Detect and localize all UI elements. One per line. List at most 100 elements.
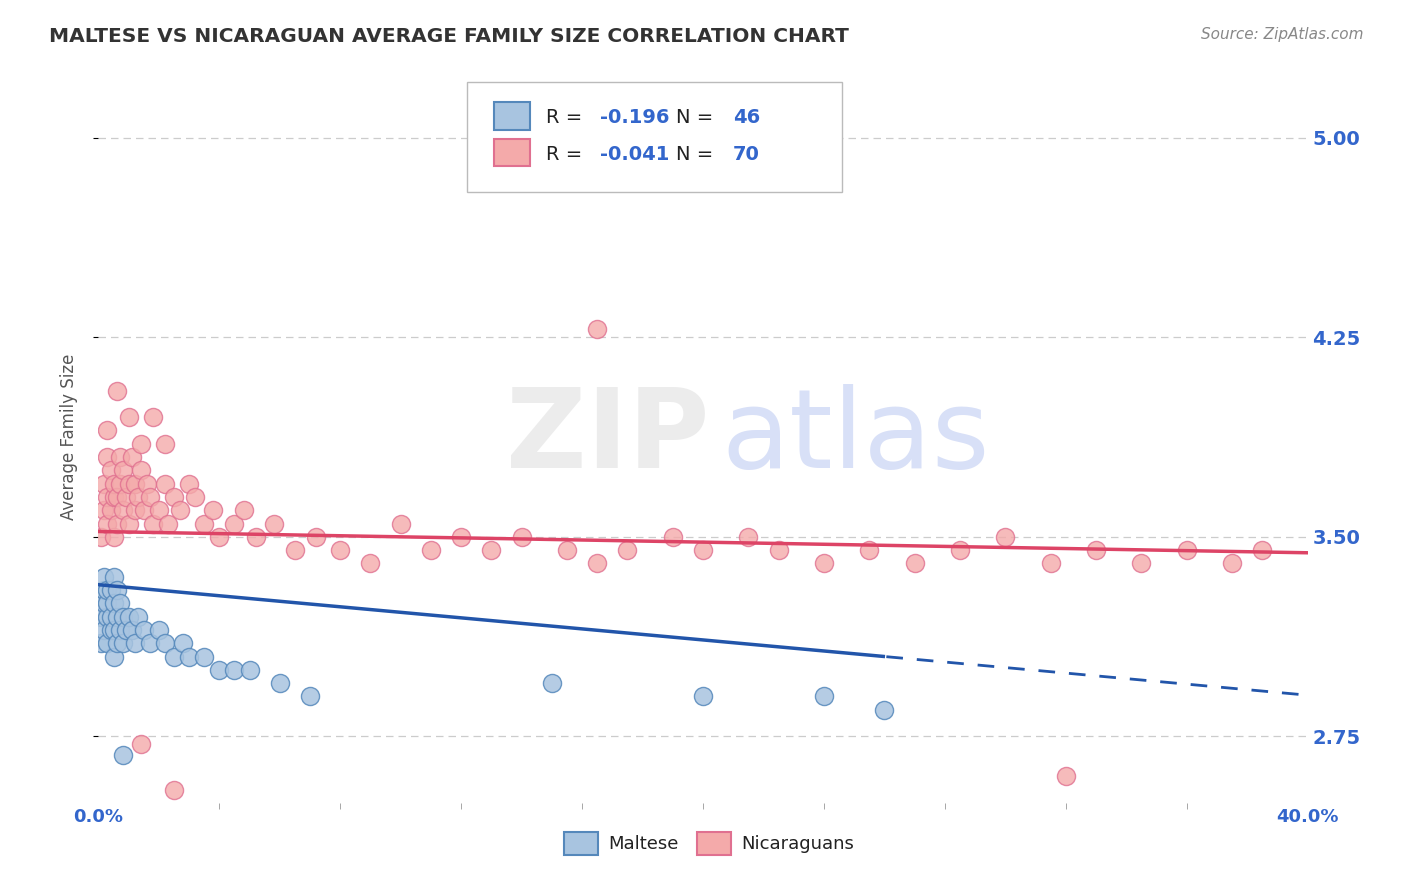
- Point: [263, 516, 285, 531]
- FancyBboxPatch shape: [494, 138, 530, 167]
- Point: [129, 737, 152, 751]
- FancyBboxPatch shape: [467, 82, 842, 192]
- Point: [96, 424, 118, 438]
- Text: ZIP: ZIP: [506, 384, 709, 491]
- Point: [148, 623, 170, 637]
- Point: [103, 649, 125, 664]
- Point: [239, 663, 262, 677]
- Point: [100, 609, 122, 624]
- Point: [904, 557, 927, 571]
- Point: [153, 636, 176, 650]
- Point: [108, 596, 131, 610]
- Point: [127, 490, 149, 504]
- FancyBboxPatch shape: [564, 832, 598, 855]
- Point: [481, 543, 503, 558]
- Point: [118, 516, 141, 531]
- Point: [90, 636, 112, 650]
- Point: [105, 490, 128, 504]
- Text: atlas: atlas: [721, 384, 990, 491]
- Point: [179, 649, 201, 664]
- Point: [103, 570, 125, 584]
- Point: [153, 436, 176, 450]
- Point: [96, 636, 118, 650]
- Point: [121, 623, 143, 637]
- Point: [586, 322, 609, 336]
- Point: [111, 747, 134, 762]
- Point: [1175, 543, 1198, 558]
- Point: [100, 503, 122, 517]
- Point: [129, 463, 152, 477]
- Text: MALTESE VS NICARAGUAN AVERAGE FAMILY SIZE CORRELATION CHART: MALTESE VS NICARAGUAN AVERAGE FAMILY SIZ…: [49, 27, 849, 45]
- Point: [148, 503, 170, 517]
- Point: [1054, 769, 1077, 783]
- Point: [269, 676, 291, 690]
- Point: [873, 703, 896, 717]
- Point: [172, 636, 194, 650]
- Point: [105, 609, 128, 624]
- Point: [103, 530, 125, 544]
- Point: [124, 476, 146, 491]
- Point: [208, 530, 231, 544]
- Point: [121, 450, 143, 464]
- Point: [96, 516, 118, 531]
- Point: [139, 636, 162, 650]
- Point: [163, 649, 186, 664]
- Point: [103, 476, 125, 491]
- Point: [127, 609, 149, 624]
- Point: [118, 410, 141, 425]
- Point: [232, 503, 254, 517]
- Text: R =: R =: [546, 108, 588, 127]
- Point: [103, 596, 125, 610]
- Point: [139, 490, 162, 504]
- Text: N =: N =: [676, 108, 720, 127]
- Point: [100, 623, 122, 637]
- Point: [1130, 557, 1153, 571]
- Point: [114, 623, 136, 637]
- Point: [163, 490, 186, 504]
- Point: [360, 557, 382, 571]
- Point: [132, 503, 155, 517]
- Point: [105, 636, 128, 650]
- FancyBboxPatch shape: [697, 832, 731, 855]
- Point: [124, 503, 146, 517]
- Point: [813, 690, 835, 704]
- Point: [105, 384, 128, 398]
- Point: [108, 623, 131, 637]
- Point: [208, 663, 231, 677]
- Point: [124, 636, 146, 650]
- Point: [96, 450, 118, 464]
- Point: [108, 476, 131, 491]
- Point: [169, 503, 191, 517]
- Text: N =: N =: [676, 145, 720, 163]
- Point: [555, 543, 578, 558]
- Point: [142, 410, 165, 425]
- Point: [163, 782, 186, 797]
- Point: [1251, 543, 1274, 558]
- Point: [692, 543, 714, 558]
- Point: [103, 490, 125, 504]
- Text: -0.041: -0.041: [600, 145, 669, 163]
- Text: 70: 70: [734, 145, 761, 163]
- Point: [616, 543, 638, 558]
- Point: [179, 476, 201, 491]
- Point: [389, 516, 412, 531]
- Point: [96, 490, 118, 504]
- Point: [114, 490, 136, 504]
- Text: -0.196: -0.196: [600, 108, 669, 127]
- Point: [586, 557, 609, 571]
- Point: [111, 463, 134, 477]
- Point: [184, 490, 207, 504]
- Point: [305, 530, 328, 544]
- Point: [93, 582, 115, 597]
- Text: Nicaraguans: Nicaraguans: [742, 835, 855, 853]
- Point: [135, 476, 157, 491]
- Point: [142, 516, 165, 531]
- Point: [129, 436, 152, 450]
- Point: [299, 690, 322, 704]
- Point: [90, 609, 112, 624]
- Point: [768, 543, 790, 558]
- Point: [284, 543, 307, 558]
- Point: [93, 623, 115, 637]
- Text: Maltese: Maltese: [609, 835, 679, 853]
- Point: [93, 503, 115, 517]
